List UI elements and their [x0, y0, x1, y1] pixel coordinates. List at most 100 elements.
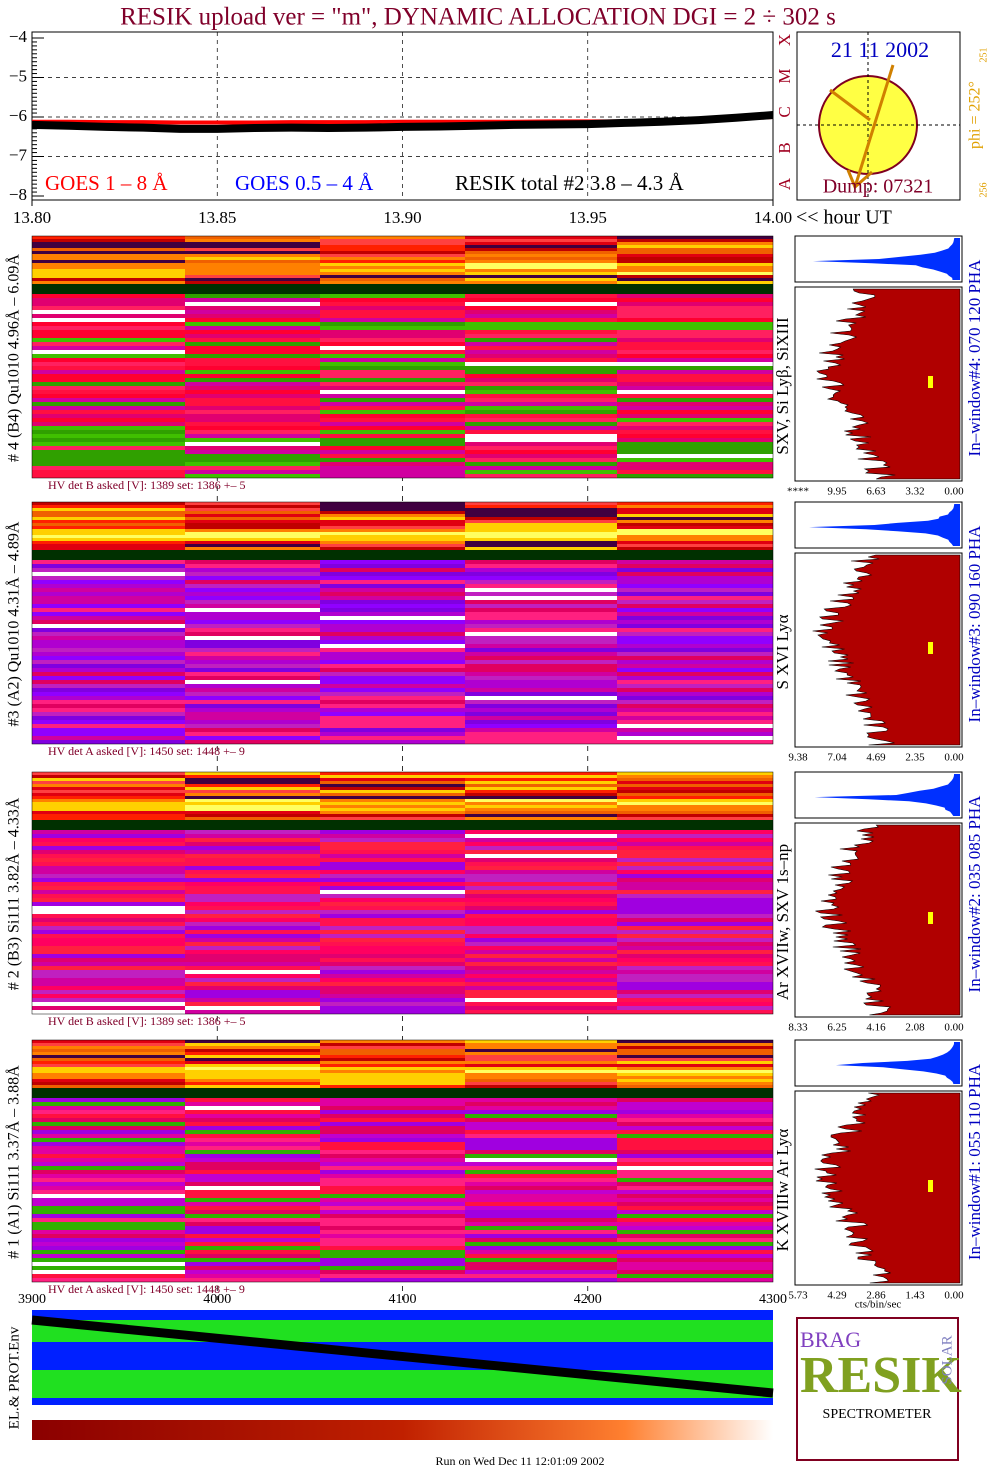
profile-marker — [928, 376, 933, 388]
spectrogram-cell — [185, 668, 320, 672]
spectrogram-cell — [617, 1118, 773, 1122]
spectrogram-cell — [617, 466, 773, 470]
spectrogram-cell — [32, 1218, 185, 1222]
spectrogram-cell — [320, 1102, 465, 1106]
spectrogram-cell — [32, 470, 185, 474]
spectrogram-cell — [185, 470, 320, 474]
spectrogram-cell — [185, 1064, 320, 1067]
spectrogram-cell — [465, 346, 617, 350]
spectrogram-cell — [320, 612, 465, 616]
spectrogram-cell — [617, 1046, 773, 1049]
line-label: Ar XVIIw, SXV 1s–np — [773, 844, 792, 1000]
profile-red — [812, 554, 961, 746]
spectrogram-cell — [32, 236, 185, 239]
spectrogram-cell — [617, 680, 773, 684]
spectrogram-cell — [320, 990, 465, 994]
spectrogram-cell — [617, 1238, 773, 1242]
spectrogram-cell — [32, 1174, 185, 1178]
spectrogram-cell — [465, 862, 617, 866]
spectrogram-cell — [617, 362, 773, 366]
spectrogram-cell — [32, 1170, 185, 1174]
spectrogram-cell — [617, 278, 773, 281]
spectrogram-cell — [32, 1130, 185, 1134]
spectrogram-cell — [465, 580, 617, 584]
spectrogram-cell — [320, 1082, 465, 1085]
spectrogram-cell — [320, 728, 465, 732]
spectrogram-cell — [320, 656, 465, 660]
spectrogram-cell — [185, 1010, 320, 1014]
spectrogram-cell — [185, 394, 320, 398]
profile-marker — [928, 912, 933, 924]
spectrogram-cell — [465, 608, 617, 612]
spectrogram-cell — [617, 986, 773, 990]
spectrogram-cell — [185, 547, 320, 550]
spectrogram-cell — [465, 1150, 617, 1154]
spectrogram-cell — [32, 568, 185, 572]
spectrogram-cell — [320, 1122, 465, 1126]
spectrogram-cell — [185, 346, 320, 350]
spectrogram-cell — [32, 1064, 185, 1067]
spectrogram-cell — [617, 672, 773, 676]
spectrogram-cell — [320, 1061, 465, 1064]
spectrogram-cell — [465, 529, 617, 532]
env-trend — [31, 1315, 774, 1398]
spectrogram-cell — [320, 318, 465, 322]
spectrogram-cell — [32, 1118, 185, 1122]
profile-red — [816, 288, 961, 480]
spectrogram-cell — [617, 1070, 773, 1073]
spectrogram-cell — [32, 306, 185, 310]
spectrogram-cell — [617, 620, 773, 624]
spectrogram-cell — [320, 616, 465, 620]
spectrogram-cell — [617, 799, 773, 802]
spectrogram-cell — [320, 890, 465, 894]
spectrogram-cell — [617, 1040, 773, 1043]
spectrogram-cell — [185, 858, 320, 862]
spectrogram-cell — [465, 517, 617, 520]
spectrogram-cell — [32, 850, 185, 854]
spectrogram-cell — [465, 600, 617, 604]
spectrogram-cell — [617, 902, 773, 906]
spectrogram-cell — [617, 511, 773, 514]
spectrogram-cell — [320, 846, 465, 850]
spectrogram-cell — [617, 811, 773, 814]
spectrogram-cell — [320, 1134, 465, 1138]
spectrogram-cell — [185, 406, 320, 410]
spectrogram-cell — [617, 990, 773, 994]
spectrogram-cell — [617, 866, 773, 870]
spectrogram-cell — [32, 269, 185, 272]
spectrogram-cell — [185, 294, 320, 298]
spectrogram-cell — [320, 805, 465, 808]
spectrogram-cell — [185, 1194, 320, 1198]
spectrogram-cell — [320, 1106, 465, 1110]
spectrogram-cell — [320, 580, 465, 584]
spectrogram-cell — [320, 1067, 465, 1070]
spectrogram-cell — [617, 294, 773, 298]
detector-label: #3 (A2) Qu1010 4.31Å – 4.89Å — [5, 521, 23, 726]
spectrogram-cell — [32, 926, 185, 930]
spectrogram-cell — [185, 802, 320, 805]
spectrogram-cell — [32, 1242, 185, 1246]
spectrogram-cell — [185, 978, 320, 982]
spectrogram-cell — [617, 802, 773, 805]
profile-marker — [928, 1180, 933, 1192]
spectrogram-cell — [465, 954, 617, 958]
spectrogram-cell — [320, 1234, 465, 1238]
spectrogram-cell — [32, 704, 185, 708]
spectrogram-cell — [617, 636, 773, 640]
spectrogram-cell — [320, 362, 465, 366]
spectrogram-cell — [32, 608, 185, 612]
spectrogram-cell — [465, 986, 617, 990]
spectrogram-cell — [32, 1214, 185, 1218]
spectrogram-cell — [465, 242, 617, 245]
spectrogram-cell — [617, 342, 773, 346]
color-bar — [32, 1420, 773, 1440]
spectrogram-cell — [320, 1178, 465, 1182]
spectrogram-cell — [465, 616, 617, 620]
spectrogram-cell — [465, 624, 617, 628]
spectrogram-cell — [32, 458, 185, 462]
spectrogram-cell — [617, 236, 773, 239]
spectrogram-cell — [32, 294, 185, 298]
spectrogram-cell — [32, 438, 185, 442]
spectrogram-cell — [465, 430, 617, 434]
spectrogram-cell — [617, 1064, 773, 1067]
